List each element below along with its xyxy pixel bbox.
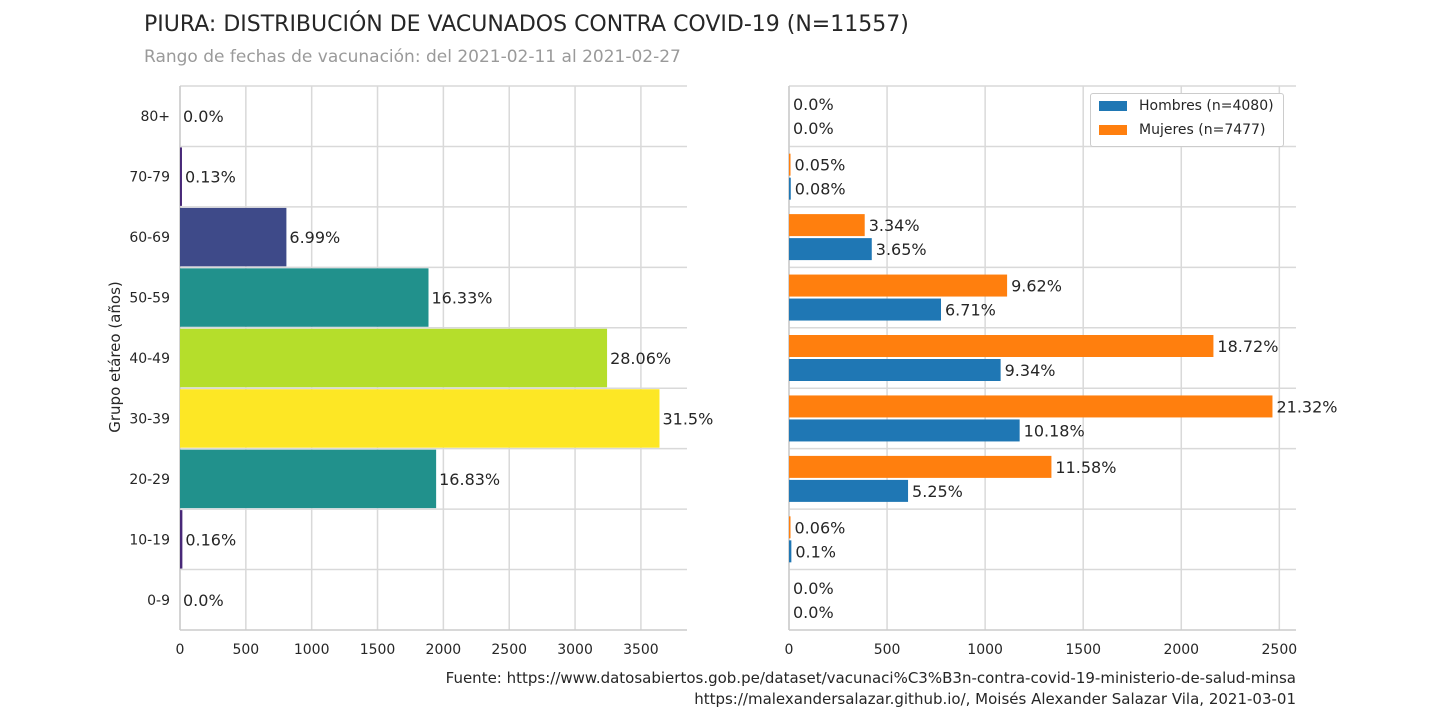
bar-label-50-59: 16.33% xyxy=(431,289,492,308)
bar-70-79 xyxy=(180,147,182,206)
bar-label-mujeres-70-79: 0.05% xyxy=(795,156,846,175)
age-distribution-chart: 0 500 1000 1500 2000 2500 3000 3500 80+ 70-79 60-6… xyxy=(129,85,713,658)
left-x-tick-label: 500 xyxy=(232,642,259,658)
bar-40-49 xyxy=(180,328,608,388)
bar-label-hombres-20-29: 5.25% xyxy=(912,482,963,501)
bar-label-mujeres-0-9: 0.0% xyxy=(793,579,834,598)
bar-label-mujeres-50-59: 9.62% xyxy=(1011,277,1062,296)
left-y-tick-label: 80+ xyxy=(140,109,170,125)
left-y-tick-label: 50-59 xyxy=(129,291,170,307)
bar-mujeres-10-19 xyxy=(789,516,791,539)
bar-20-29 xyxy=(180,449,437,509)
right-x-tick-label: 2500 xyxy=(1262,642,1298,658)
bar-label-hombres-10-19: 0.1% xyxy=(795,542,836,561)
right-x-tick-label: 1500 xyxy=(1065,642,1101,658)
bar-label-hombres-80+: 0.0% xyxy=(793,119,834,138)
source-note: Fuente: https://www.datosabiertos.gob.pe… xyxy=(445,669,1296,687)
legend-item-mujeres: Mujeres (n=7477) xyxy=(1099,122,1265,138)
left-x-tick-label: 1000 xyxy=(294,642,330,658)
bar-label-20-29: 16.83% xyxy=(439,470,500,489)
left-x-tick-label: 0 xyxy=(176,642,185,658)
bar-label-hombres-70-79: 0.08% xyxy=(795,180,846,199)
bar-mujeres-60-69 xyxy=(789,214,865,237)
bar-label-mujeres-80+: 0.0% xyxy=(793,95,834,114)
bar-label-80+: 0.0% xyxy=(183,107,224,126)
bar-hombres-10-19 xyxy=(789,540,792,563)
legend-label-hombres: Hombres (n=4080) xyxy=(1139,98,1274,114)
right-x-tick-label: 0 xyxy=(785,642,794,658)
legend-swatch-mujeres xyxy=(1099,125,1127,135)
bar-mujeres-70-79 xyxy=(789,153,791,176)
bar-hombres-40-49 xyxy=(789,359,1001,381)
left-x-tick-label: 3000 xyxy=(557,642,593,658)
left-y-tick-label: 10-19 xyxy=(129,532,170,548)
left-y-tick-label: 40-49 xyxy=(129,351,170,367)
bar-label-hombres-60-69: 3.65% xyxy=(876,240,927,259)
bar-label-hombres-40-49: 9.34% xyxy=(1005,361,1056,380)
bar-label-mujeres-30-39: 21.32% xyxy=(1276,397,1337,416)
bar-mujeres-20-29 xyxy=(789,455,1052,478)
left-y-tick-label: 70-79 xyxy=(129,170,170,186)
bar-label-hombres-50-59: 6.71% xyxy=(945,301,996,320)
legend-label-mujeres: Mujeres (n=7477) xyxy=(1139,122,1266,138)
right-x-tick-label: 2000 xyxy=(1163,642,1199,658)
chart-title: PIURA: DISTRIBUCIÓN DE VACUNADOS CONTRA … xyxy=(144,12,909,37)
bar-label-10-19: 0.16% xyxy=(185,530,236,549)
right-x-tick-label: 500 xyxy=(874,642,901,658)
sex-distribution-chart: 0 500 1000 1500 2000 2500 0.0% 0.0% 0.05% 0.08% 3.… xyxy=(785,85,1337,658)
bar-60-69 xyxy=(180,207,287,267)
bar-hombres-50-59 xyxy=(789,298,942,321)
bar-hombres-30-39 xyxy=(789,419,1020,442)
bar-label-mujeres-60-69: 3.34% xyxy=(869,216,920,235)
bar-label-hombres-30-39: 10.18% xyxy=(1024,421,1085,440)
bar-label-30-39: 31.5% xyxy=(662,409,713,428)
bar-hombres-20-29 xyxy=(789,479,909,502)
legend-item-hombres: Hombres (n=4080) xyxy=(1099,98,1274,114)
bar-30-39 xyxy=(180,389,660,448)
left-y-tick-label: 30-39 xyxy=(129,411,170,427)
left-x-tick-label: 1500 xyxy=(360,642,396,658)
left-x-tick-label: 3500 xyxy=(623,642,659,658)
bar-label-mujeres-10-19: 0.06% xyxy=(795,518,846,537)
bar-50-59 xyxy=(180,268,429,327)
bar-mujeres-30-39 xyxy=(789,395,1273,418)
left-y-tick-label: 20-29 xyxy=(129,472,170,488)
bar-label-hombres-0-9: 0.0% xyxy=(793,603,834,622)
bar-label-60-69: 6.99% xyxy=(289,228,340,247)
bar-label-mujeres-40-49: 18.72% xyxy=(1217,337,1278,356)
bar-10-19 xyxy=(180,510,183,569)
bar-hombres-60-69 xyxy=(789,238,872,261)
left-y-tick-label: 0-9 xyxy=(147,593,170,609)
left-x-tick-label: 2500 xyxy=(491,642,527,658)
right-x-tick-label: 1000 xyxy=(967,642,1003,658)
bar-label-mujeres-20-29: 11.58% xyxy=(1055,458,1116,477)
bar-label-0-9: 0.0% xyxy=(183,591,224,610)
left-x-tick-label: 2000 xyxy=(426,642,462,658)
legend-swatch-hombres xyxy=(1099,101,1127,111)
bar-hombres-70-79 xyxy=(789,177,791,200)
bar-mujeres-50-59 xyxy=(789,274,1008,297)
bar-label-40-49: 28.06% xyxy=(610,349,671,368)
credit-note: https://malexandersalazar.github.io/, Mo… xyxy=(694,690,1296,708)
bar-label-70-79: 0.13% xyxy=(185,168,236,187)
left-y-tick-label: 60-69 xyxy=(129,230,170,246)
chart-subtitle: Rango de fechas de vacunación: del 2021-… xyxy=(144,47,681,67)
legend: Hombres (n=4080) Mujeres (n=7477) xyxy=(1090,93,1284,147)
bar-mujeres-40-49 xyxy=(789,335,1214,357)
